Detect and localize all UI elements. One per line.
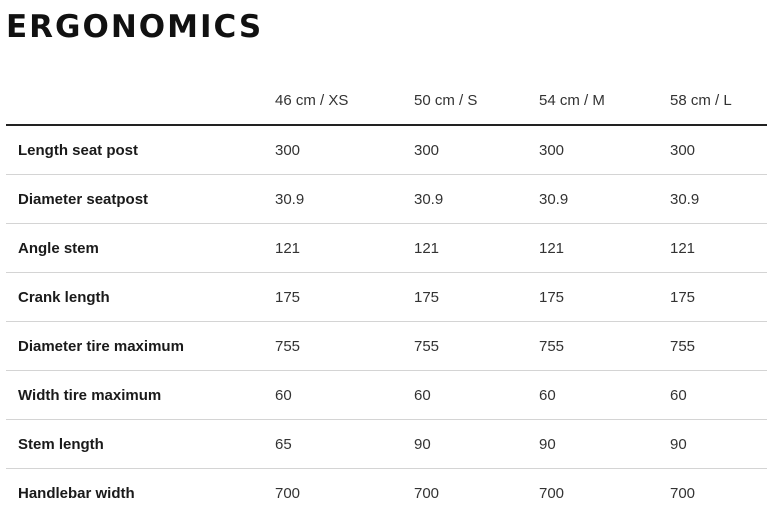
table-cell: 700 <box>275 484 301 502</box>
table-cell: 755 <box>670 321 767 371</box>
row-label: Diameter tire maximum <box>6 321 275 371</box>
table-cell: 755 <box>275 321 414 371</box>
table-row: Diameter tire maximum 755 755 755 755 <box>6 321 767 371</box>
table-row: Width tire maximum 60 60 60 60 <box>6 370 767 420</box>
table-cell: 60 <box>414 370 539 420</box>
table-cell: 30.9 <box>670 174 767 224</box>
row-label: Angle stem <box>6 223 275 273</box>
table-cell: 65 <box>275 419 414 469</box>
table-cell: 90 <box>414 419 539 469</box>
table-cell: 175 <box>275 272 414 322</box>
table-cell: 300 <box>670 125 767 175</box>
header-size-s: 50 cm / S <box>414 76 539 126</box>
table-cell: 121 <box>670 223 767 273</box>
table-cell: 755 <box>414 321 539 371</box>
table-row: Crank length 175 175 175 175 <box>6 272 767 322</box>
table-cell: 700 <box>670 484 696 502</box>
table-row: Angle stem 121 121 121 121 <box>6 223 767 273</box>
table-cell: 300 <box>275 125 414 175</box>
table-cell: 90 <box>539 419 670 469</box>
row-label: Crank length <box>6 272 275 322</box>
table-cell: 700 <box>539 484 565 502</box>
table-header-row: 46 cm / XS 50 cm / S 54 cm / M 58 cm / L <box>6 76 767 126</box>
table-cell: 30.9 <box>275 174 414 224</box>
ergonomics-table: 46 cm / XS 50 cm / S 54 cm / M 58 cm / L… <box>6 76 767 517</box>
table-cell: 121 <box>275 223 414 273</box>
table-cell: 30.9 <box>414 174 539 224</box>
table-cell: 300 <box>539 125 670 175</box>
row-label: Width tire maximum <box>6 370 275 420</box>
table-cell: 121 <box>414 223 539 273</box>
table-cell: 60 <box>539 370 670 420</box>
table-row: Stem length 65 90 90 90 <box>6 419 767 469</box>
table-cell: 300 <box>414 125 539 175</box>
header-size-m: 54 cm / M <box>539 76 670 126</box>
table-cell: 90 <box>670 419 767 469</box>
table-cell: 121 <box>539 223 670 273</box>
table-cell: 175 <box>670 272 767 322</box>
row-label: Length seat post <box>6 125 275 175</box>
table-cell: 755 <box>539 321 670 371</box>
table-cell: 30.9 <box>539 174 670 224</box>
table-cell: 60 <box>670 370 767 420</box>
header-size-xs: 46 cm / XS <box>275 76 414 126</box>
row-label: Handlebar width <box>18 484 135 502</box>
table-cell: 700 <box>414 484 440 502</box>
table-row: Handlebar width 700 700 700 700 <box>6 469 767 518</box>
header-blank-cell <box>6 76 275 126</box>
row-label: Diameter seatpost <box>6 174 275 224</box>
table-row: Length seat post 300 300 300 300 <box>6 125 767 175</box>
table-cell: 60 <box>275 370 414 420</box>
table-row: Diameter seatpost 30.9 30.9 30.9 30.9 <box>6 174 767 224</box>
table-cell: 175 <box>539 272 670 322</box>
table-cell: 175 <box>414 272 539 322</box>
header-size-l: 58 cm / L <box>670 76 767 126</box>
row-label: Stem length <box>6 419 275 469</box>
page-title: ERGONOMICS <box>6 9 264 45</box>
